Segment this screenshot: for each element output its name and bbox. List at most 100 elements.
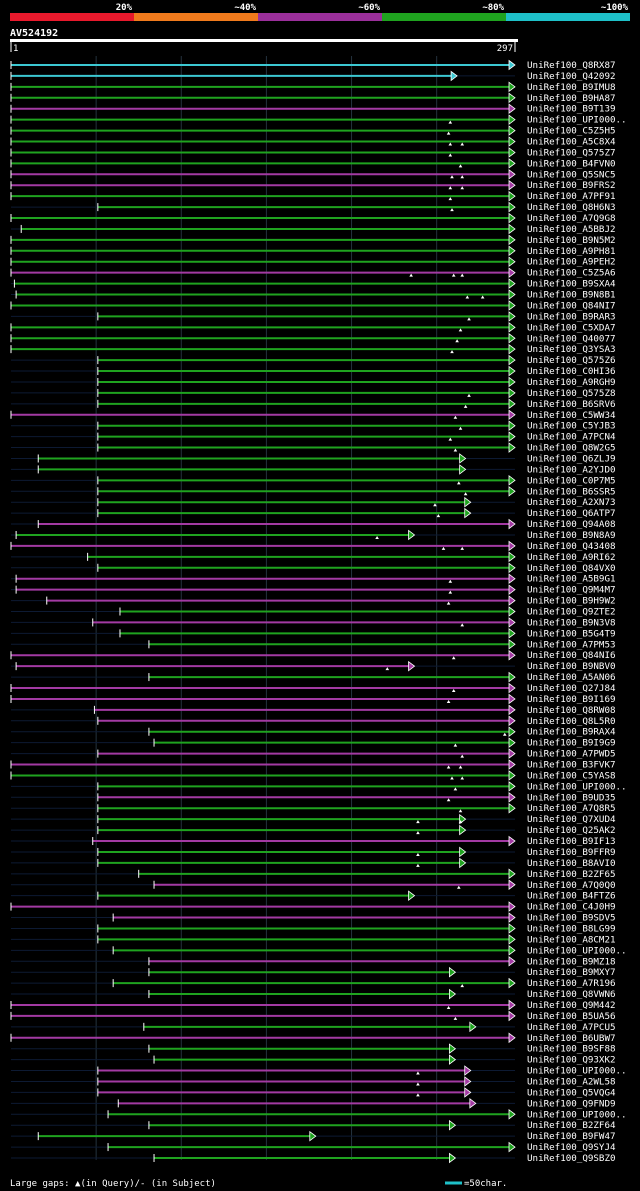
query-gap-marker (448, 120, 453, 124)
hit-arrowhead (508, 387, 516, 399)
query-gap-marker (409, 273, 413, 277)
hit-label: UniRef100_A7Q0Q0 (527, 880, 616, 891)
hit-rows: UniRef100_Q8RX87UniRef100_Q42092UniRef10… (10, 59, 627, 1164)
legend-swatch (258, 13, 382, 21)
hit-arrowhead (508, 759, 516, 770)
hit-row: UniRef100_C5YAS8 (10, 770, 616, 781)
hit-label: UniRef100_A7PCN4 (527, 432, 616, 443)
hit-arrowhead (508, 332, 516, 344)
hit-row: UniRef100_B9HA87 (10, 92, 616, 104)
hit-row: UniRef100_A5AN06 (11, 671, 616, 683)
query-gap-marker (448, 590, 453, 594)
query-gap-marker (446, 601, 451, 605)
hit-label: UniRef100_B9UD35 (527, 792, 616, 803)
hit-row: UniRef100_B9FRS2 (10, 179, 616, 191)
hit-arrowhead (508, 912, 516, 923)
hit-label: UniRef100_Q8RX87 (527, 60, 616, 71)
legend-swatch (10, 13, 134, 21)
hit-label: UniRef100_Q9SBZ0 (527, 1153, 616, 1164)
hit-row: UniRef100_Q5SNC5 (10, 169, 616, 180)
hit-row: UniRef100_Q6ATP7 (11, 507, 616, 519)
query-gap-marker (436, 514, 441, 518)
query-gap-marker (446, 699, 451, 703)
hit-arrowhead (469, 1021, 477, 1033)
query-gap-marker (458, 809, 463, 813)
hit-label: UniRef100_Q575Z7 (527, 147, 616, 158)
query-axis: 1 297 (10, 39, 518, 54)
hit-row: UniRef100_B9N8A9 (11, 529, 616, 541)
hit-label: UniRef100_B9FRS2 (527, 180, 616, 191)
hit-arrowhead (508, 704, 516, 716)
hit-row: UniRef100_UPI000.. (11, 945, 627, 956)
hit-label: UniRef100_A5C8X4 (527, 137, 616, 148)
hit-label: UniRef100_Q27J84 (527, 683, 616, 694)
hit-arrowhead (508, 737, 516, 748)
query-gap-marker (416, 831, 420, 835)
hit-label: UniRef100_Q8RW08 (527, 705, 616, 716)
hit-arrowhead (459, 464, 467, 475)
hit-row: UniRef100_A7PCU5 (11, 1021, 616, 1033)
hit-label: UniRef100_A9PH81 (527, 246, 616, 257)
hit-arrowhead (449, 966, 457, 978)
query-gap-marker (375, 535, 379, 539)
query-gap-marker (460, 273, 465, 277)
hit-row: UniRef100_Q27J84 (10, 682, 616, 694)
hit-label: UniRef100_B9I169 (527, 694, 616, 705)
query-gap-marker (385, 667, 390, 671)
hit-row: UniRef100_Q8W2G5 (11, 442, 616, 454)
hit-label: UniRef100_B5UA56 (527, 1011, 616, 1022)
query-gap-marker (453, 787, 458, 791)
hit-arrowhead (508, 671, 516, 683)
query-gap-marker (460, 546, 465, 550)
hit-row: UniRef100_B9H9W2 (11, 595, 616, 607)
hit-label: UniRef100_UPI000.. (527, 115, 627, 126)
hit-row: UniRef100_B9MZ18 (11, 955, 616, 967)
query-gap-marker (448, 197, 453, 201)
legend-label: ~40% (234, 3, 256, 13)
hit-row: UniRef100_B4FVN0 (10, 158, 616, 169)
hit-arrowhead (508, 190, 516, 202)
query-gap-marker (460, 186, 465, 190)
hit-row: UniRef100_A9PH81 (10, 245, 616, 257)
hit-label: UniRef100_B9N8A9 (527, 530, 616, 541)
hit-label: UniRef100_Q6ZLJ9 (527, 453, 616, 464)
query-gap-marker (416, 852, 420, 856)
query-gap-marker (453, 743, 458, 747)
hit-arrowhead (508, 835, 516, 847)
axis-start-label: 1 (13, 44, 18, 54)
hit-arrowhead (508, 442, 516, 453)
hit-row: UniRef100_Q575Z7 (10, 147, 616, 158)
footer: Large gaps: ▲(in Query)/- (in Subject) =… (10, 1179, 507, 1189)
hit-label: UniRef100_Q575Z8 (527, 388, 616, 399)
hit-arrowhead (464, 1065, 472, 1076)
hit-arrowhead (508, 617, 516, 628)
hit-label: UniRef100_Q9ZTE2 (527, 607, 616, 618)
hit-label: UniRef100_B9H9W2 (527, 596, 616, 607)
hit-arrowhead (508, 518, 516, 530)
hit-arrowhead (508, 278, 516, 289)
hit-arrowhead (508, 256, 516, 268)
hit-arrowhead (508, 999, 516, 1011)
hit-row: UniRef100_Q25AK2 (11, 824, 616, 836)
hit-row: UniRef100_A2WL58 (11, 1076, 616, 1087)
hit-row: UniRef100_B9SXA4 (11, 278, 616, 290)
hit-row: UniRef100_B8LG99 (11, 923, 616, 934)
hit-label: UniRef100_B9RAR3 (527, 311, 616, 322)
hit-arrowhead (508, 977, 516, 989)
hit-row: UniRef100_A7PM53 (11, 638, 616, 650)
hit-row: UniRef100_B3FVK7 (10, 759, 616, 771)
hit-row: UniRef100_Q84NI6 (10, 649, 616, 661)
hit-arrowhead (508, 81, 516, 93)
hit-row: UniRef100_A7R196 (11, 977, 616, 989)
query-gap-marker (416, 1071, 420, 1075)
hit-arrowhead (449, 988, 457, 1000)
hit-arrowhead (508, 595, 516, 606)
scale-label: =50char. (464, 1179, 507, 1189)
hit-label: UniRef100_Q93XK2 (527, 1055, 616, 1066)
hit-arrowhead (309, 1130, 317, 1142)
hit-arrowhead (508, 311, 516, 322)
hit-arrowhead (508, 431, 516, 442)
hit-arrowhead (469, 1098, 477, 1109)
hit-row: UniRef100_B9FW47 (11, 1130, 616, 1142)
